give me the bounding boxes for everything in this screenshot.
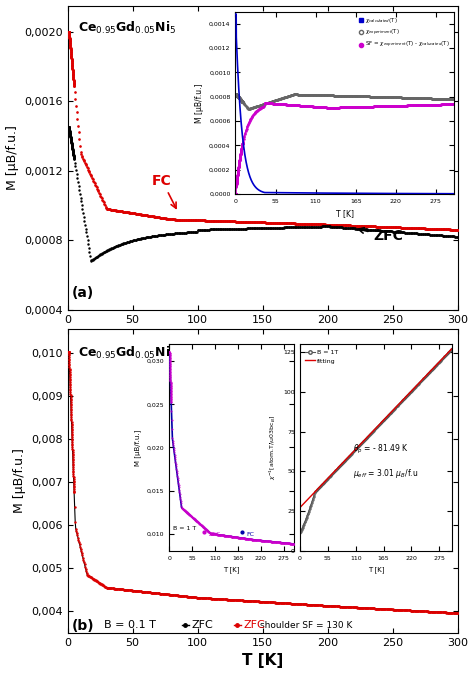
Text: shoulder SF = 130 K: shoulder SF = 130 K xyxy=(260,621,353,630)
Text: (b): (b) xyxy=(72,619,94,633)
Text: B = 0.01 T: B = 0.01 T xyxy=(373,50,432,60)
Text: Ce$_{0.95}$Gd$_{0.05}$Ni$_5$: Ce$_{0.95}$Gd$_{0.05}$Ni$_5$ xyxy=(78,345,176,361)
Text: FC: FC xyxy=(152,174,176,208)
Text: ZFC: ZFC xyxy=(191,619,213,630)
Text: Ce$_{0.95}$Gd$_{0.05}$Ni$_5$: Ce$_{0.95}$Gd$_{0.05}$Ni$_5$ xyxy=(78,20,176,36)
Y-axis label: M [μB/f.u.]: M [μB/f.u.] xyxy=(12,448,26,514)
Text: ZFC: ZFC xyxy=(243,619,265,630)
Text: (a): (a) xyxy=(72,286,94,300)
X-axis label: T [K]: T [K] xyxy=(242,654,283,669)
Y-axis label: M [μB/f.u.]: M [μB/f.u.] xyxy=(6,125,18,190)
Text: ZFC: ZFC xyxy=(358,228,403,243)
Text: B = 0.1 T: B = 0.1 T xyxy=(104,619,156,630)
